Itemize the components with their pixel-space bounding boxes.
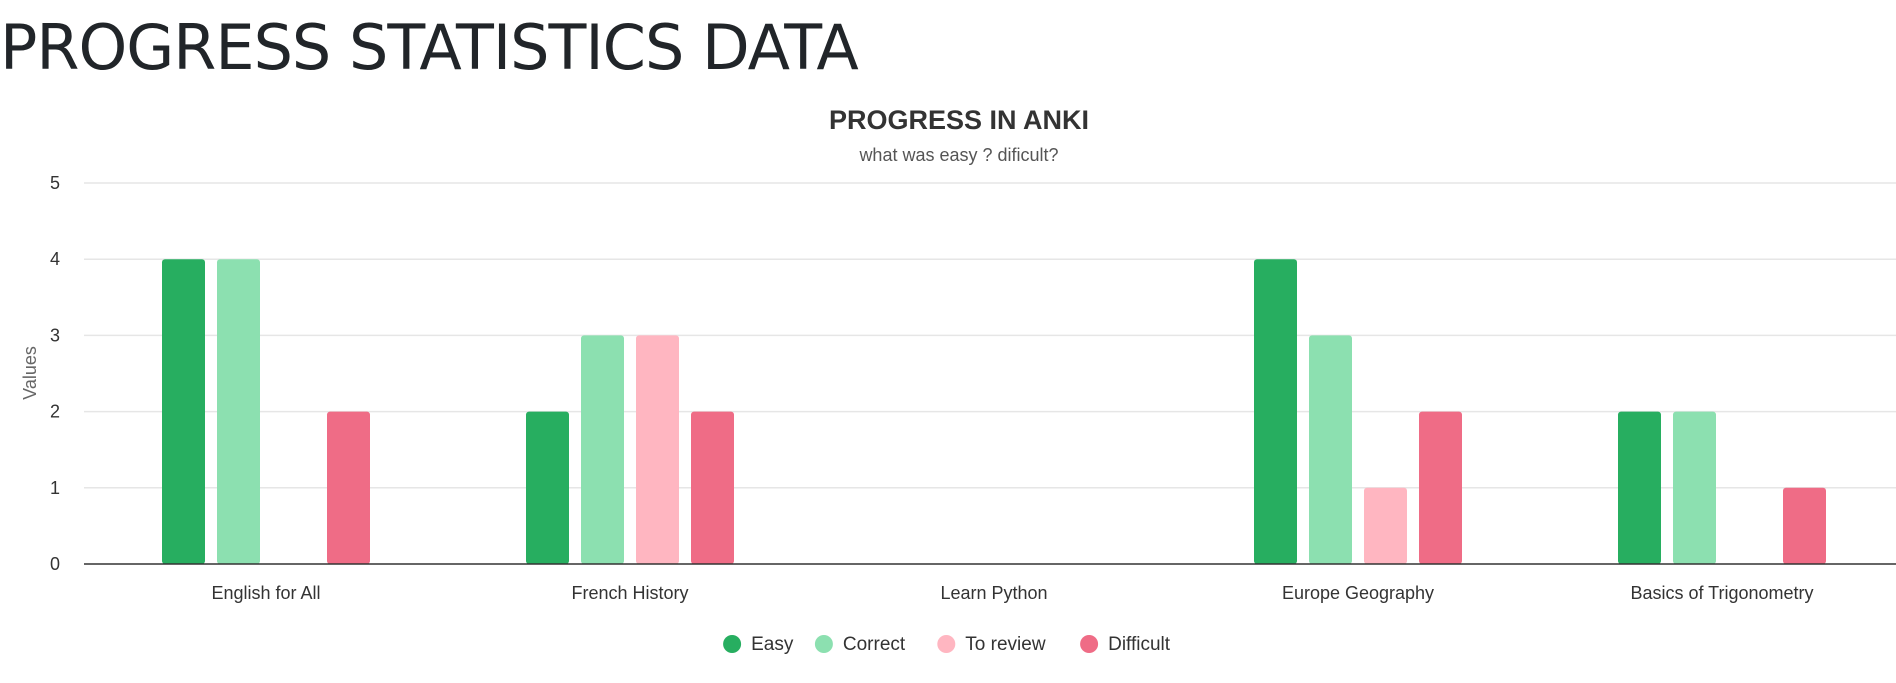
- chart-subtitle: what was easy ? dificult?: [858, 145, 1058, 165]
- bar[interactable]: [162, 259, 205, 564]
- bar[interactable]: [1673, 411, 1716, 564]
- page-heading: PROGRESS STATISTICS DATA: [0, 11, 859, 84]
- y-axis-ticks: 0 1 2 3 4 5: [50, 173, 60, 574]
- y-axis-title: Values: [20, 346, 40, 400]
- x-category-label: Learn Python: [940, 583, 1047, 603]
- legend-marker: [937, 635, 956, 653]
- bars: [162, 259, 1826, 564]
- x-category-label: English for All: [211, 583, 320, 603]
- y-tick-label: 2: [50, 402, 60, 422]
- bar[interactable]: [1618, 411, 1661, 564]
- chart-title: PROGRESS IN ANKI: [829, 105, 1089, 135]
- bar[interactable]: [1309, 335, 1352, 564]
- y-tick-label: 4: [50, 249, 60, 269]
- bar[interactable]: [217, 259, 260, 564]
- legend-item[interactable]: Correct: [814, 634, 906, 655]
- legend-label: To review: [965, 634, 1046, 655]
- legend-label: Difficult: [1108, 634, 1171, 655]
- bar[interactable]: [526, 411, 569, 564]
- y-tick-label: 5: [50, 173, 60, 193]
- bar[interactable]: [327, 411, 370, 564]
- bar[interactable]: [581, 335, 624, 564]
- bar[interactable]: [1783, 487, 1826, 564]
- y-tick-label: 1: [50, 478, 60, 498]
- grid-lines: [84, 182, 1896, 489]
- legend-marker: [723, 635, 742, 653]
- legend-item[interactable]: Difficult: [1080, 634, 1171, 655]
- x-axis-categories: English for All French History Learn Pytho…: [211, 583, 1813, 603]
- legend[interactable]: Easy Correct To review Difficult: [723, 634, 1171, 655]
- bar[interactable]: [636, 335, 679, 564]
- x-category-label: Europe Geography: [1282, 583, 1434, 603]
- legend-label: Correct: [843, 634, 906, 655]
- x-category-label: French History: [571, 583, 688, 603]
- legend-label: Easy: [751, 634, 794, 655]
- bar[interactable]: [691, 411, 734, 564]
- bar[interactable]: [1419, 411, 1462, 564]
- y-tick-label: 0: [50, 554, 60, 574]
- bar[interactable]: [1254, 259, 1297, 564]
- bar-chart: PROGRESS IN ANKI what was easy ? dificul…: [20, 105, 1896, 655]
- y-tick-label: 3: [50, 325, 60, 345]
- legend-item[interactable]: To review: [937, 634, 1046, 655]
- legend-marker: [814, 635, 833, 653]
- legend-marker: [1080, 635, 1099, 653]
- x-category-label: Basics of Trigonometry: [1630, 583, 1813, 603]
- bar[interactable]: [1364, 487, 1407, 564]
- legend-item[interactable]: Easy: [723, 634, 794, 655]
